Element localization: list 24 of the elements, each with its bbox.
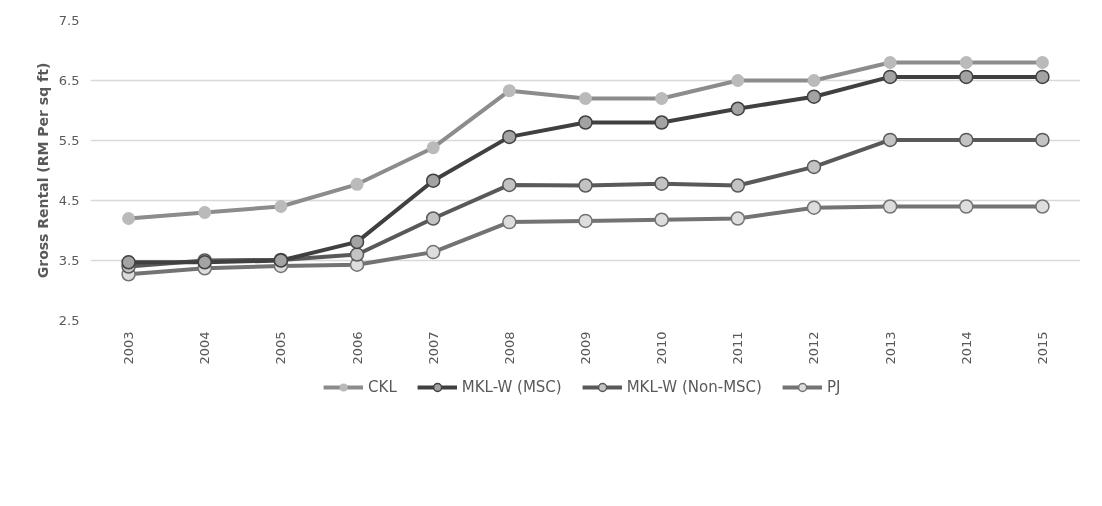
x-tick-label: 2005: [273, 331, 289, 365]
x-tick-label: 2011: [730, 331, 746, 365]
y-tick-label: 6.5: [58, 73, 80, 88]
legend-label: MKL-W (Non-MSC): [626, 378, 762, 396]
x-tick-label: 2014: [958, 331, 974, 365]
x-tick-label: 2009: [578, 331, 593, 365]
y-tick-label: 3.5: [58, 253, 80, 268]
legend-label: MKL-W (MSC): [461, 378, 562, 396]
x-tick-label: 2003: [121, 331, 137, 365]
y-axis-title: Gross Rental (RM Per sq ft): [34, 62, 51, 279]
x-tick-label: 2013: [882, 331, 898, 365]
y-tick-label: 5.5: [58, 133, 80, 148]
x-tick-label: 2004: [197, 331, 213, 365]
y-tick-label: 7.5: [58, 13, 80, 28]
x-tick-label: 2012: [806, 331, 822, 365]
y-tick-label: 2.5: [58, 313, 80, 328]
x-tick-label: 2008: [501, 331, 517, 365]
y-tick-label: 4.5: [58, 193, 80, 208]
x-tick-label: 2015: [1034, 331, 1050, 365]
x-tick-label: 2010: [654, 331, 670, 365]
legend-label: PJ: [826, 378, 842, 396]
x-tick-label: 2007: [425, 331, 441, 365]
legend-label: CKL: [368, 378, 397, 396]
x-tick-label: 2006: [349, 331, 365, 365]
